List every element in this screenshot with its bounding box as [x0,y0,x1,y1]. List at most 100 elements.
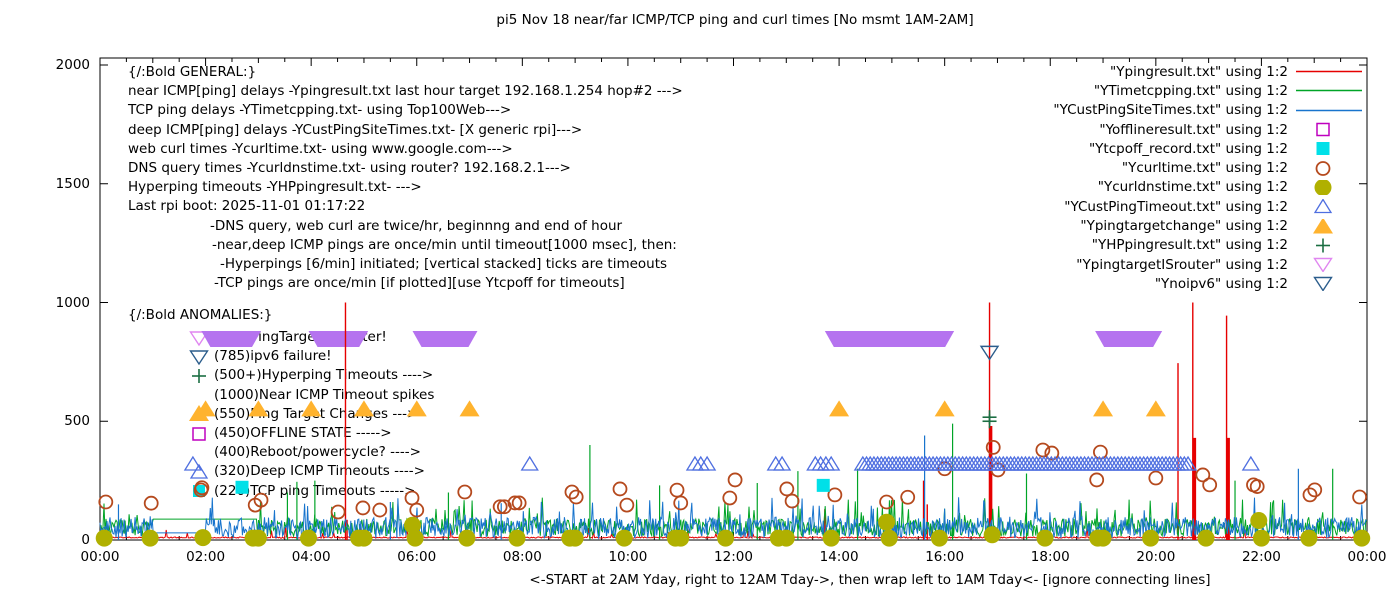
plus-icon [1316,238,1330,253]
legend-label: "Yofflineresult.txt" using 1:2 [1099,121,1288,138]
anomaly-note-line: (220)TCP ping Timeouts -----> [188,482,416,501]
y-tick-label: 1500 [55,175,90,192]
x-tick-label: 16:00 [925,549,965,565]
general-note-line: -Hyperpings [6/min] initiated; [vertical… [220,256,668,272]
x-tick-label: 02:00 [186,549,226,565]
legend: "Ypingresult.txt" using 1:2 "YTimetcpping… [930,62,1368,294]
anomaly-note-line: (400)Reboot/powercycle? ----> [188,443,421,462]
legend-label: "Ypingresult.txt" using 1:2 [1110,63,1288,80]
anomaly-note-text: (1000)Near ICMP Timeout spikes [214,386,435,403]
legend-item: "Ynoipv6" using 1:2 [930,274,1368,293]
y-tick-label: 1000 [55,294,90,311]
anomaly-note-line: (320)Deep ICMP Timeouts ----> [188,462,425,481]
legend-item: "Ycurltime.txt" using 1:2 [930,158,1368,177]
anomaly-note-text: (220)TCP ping Timeouts -----> [214,482,416,499]
series-Ycurldnstime.txt [95,512,1371,547]
legend-label: "YpingtargetISrouter" using 1:2 [1076,256,1288,273]
anomaly-note-line: (500+)Hyperping Timeouts ----> [188,366,433,385]
series-Ynoipv6 [979,345,1000,361]
legend-item: "Ypingtargetchange" using 1:2 [930,216,1368,235]
anomaly-note-line: (1000)Near ICMP Timeout spikes [188,386,434,405]
open-down-triangle-icon [1313,257,1333,273]
anomalies-header: {/:Bold ANOMALIES:} [128,307,273,323]
open-triangle-icon [189,463,209,479]
open-down-triangle-icon [189,349,209,365]
x-tick-label: 04:00 [291,549,331,565]
open-triangle-icon [1313,199,1333,214]
legend-label: "YTimetcpping.txt" using 1:2 [1093,82,1288,99]
legend-item: "YCustPingTimeout.txt" using 1:2 [930,197,1368,216]
anomaly-note-line: (785)ipv6 failure! [188,347,332,366]
x-tick-label: 18:00 [1030,549,1070,565]
general-note-line: deep ICMP[ping] delays -YCustPingSiteTim… [128,121,583,138]
spacer [188,444,210,462]
series-YHPpingresult.txt [982,410,997,429]
line-icon [1296,109,1362,112]
general-note-line: near ICMP[ping] delays -Ypingresult.txt … [128,83,683,100]
legend-item: "YHPpingresult.txt" using 1:2 [930,236,1368,255]
legend-label: "Ypingtargetchange" using 1:2 [1080,218,1288,235]
anomaly-note-text: (450)OFFLINE STATE -----> [214,425,392,441]
line-icon [1296,90,1362,92]
anomaly-note-text: (550)Ping Target Changes ---> [214,405,419,422]
anomaly-note-line: (450)OFFLINE STATE -----> [188,424,392,443]
legend-label: "YHPpingresult.txt" using 1:2 [1091,237,1288,254]
anomaly-note-text: (850)PingTarget is router! [214,329,387,345]
legend-label: "Ynoipv6" using 1:2 [1154,275,1288,292]
spacer [188,386,210,404]
anomaly-note-text: (320)Deep ICMP Timeouts ----> [214,463,425,480]
square-circle-icon [193,482,209,498]
legend-item: "Yofflineresult.txt" using 1:2 [930,120,1368,139]
general-note-line: -TCP pings are once/min [if plotted][use… [214,275,625,292]
anomaly-note-text: (785)ipv6 failure! [214,348,332,365]
y-tick-label: 2000 [55,57,90,73]
legend-label: "Ycurldnstime.txt" using 1:2 [1097,179,1288,196]
chart-title: pi5 Nov 18 near/far ICMP/TCP ping and cu… [496,12,974,28]
legend-item: "Ycurldnstime.txt" using 1:2 [930,178,1368,197]
line-icon [1296,70,1362,73]
legend-item: "Ytcpoff_record.txt" using 1:2 [930,139,1368,158]
general-note-line: {/:Bold GENERAL:} [128,64,257,80]
general-note-line: web curl times -Ycurltime.txt- using www… [128,140,513,157]
legend-label: "Ytcpoff_record.txt" using 1:2 [1088,140,1288,157]
filled-square-icon [1316,142,1330,156]
anomaly-note-text: (500+)Hyperping Timeouts ----> [214,367,434,384]
x-tick-label: 14:00 [819,549,859,565]
x-tick-label: 00:00 [1347,549,1387,565]
filled-triangle-icon [1313,218,1333,234]
anomaly-note-line: (550)Ping Target Changes ---> [188,405,418,424]
open-down-triangle-icon [1313,277,1333,292]
filled-triangle-icon [189,405,209,422]
general-note-line: -DNS query, web curl are twice/hr, begin… [210,217,623,234]
plus-icon [192,368,206,383]
x-tick-label: 08:00 [502,549,542,565]
open-square-icon [192,426,206,441]
open-square-icon [1316,122,1330,137]
y-tick-label: 500 [64,413,90,430]
x-tick-label: 22:00 [1241,549,1281,565]
general-note-line: Hyperping timeouts -YHPpingresult.txt- -… [128,179,422,196]
x-tick-label: 20:00 [1136,549,1176,565]
y-tick-label: 0 [81,532,90,548]
general-note-line: DNS query times -Ycurldnstime.txt- using… [128,160,571,176]
legend-label: "YCustPingTimeout.txt" using 1:2 [1064,198,1288,215]
x-tick-label: 06:00 [397,549,437,565]
open-circle-icon [1315,160,1331,176]
general-note-line: -near,deep ICMP pings are once/min until… [212,236,677,253]
legend-item: "YpingtargetISrouter" using 1:2 [930,255,1368,274]
legend-item: "Ypingresult.txt" using 1:2 [930,62,1368,81]
general-note-line: Last rpi boot: 2025-11-01 01:17:22 [128,198,366,215]
legend-label: "YCustPingSiteTimes.txt" using 1:2 [1053,102,1288,119]
anomaly-note-line: (850)PingTarget is router! [188,328,387,347]
filled-circle-icon [1314,179,1332,195]
x-tick-label: 10:00 [608,549,648,565]
legend-item: "YCustPingSiteTimes.txt" using 1:2 [930,101,1368,120]
anomaly-note-text: (400)Reboot/powercycle? ----> [214,444,421,461]
legend-label: "Ycurltime.txt" using 1:2 [1121,160,1288,177]
general-note-line: TCP ping delays -YTimetcpping.txt- using… [128,102,512,119]
legend-item: "YTimetcpping.txt" using 1:2 [930,81,1368,100]
open-down-triangle-icon [189,330,209,346]
x-tick-label: 00:00 [80,549,120,565]
x-axis-caption: <-START at 2AM Yday, right to 12AM Tday-… [529,572,1211,588]
